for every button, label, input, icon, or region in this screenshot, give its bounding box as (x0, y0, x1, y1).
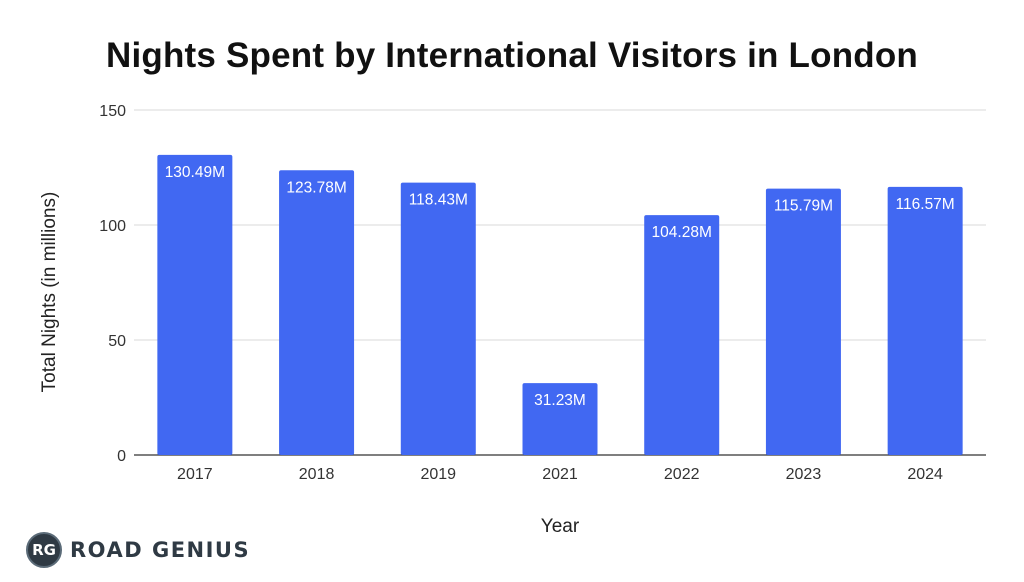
data-label: 123.78M (286, 179, 346, 196)
x-tick-label: 2023 (786, 466, 822, 483)
road-genius-logo: RG ROAD GENIUS (26, 530, 250, 570)
data-label: 130.49M (165, 164, 225, 181)
x-tick-label: 2019 (420, 466, 456, 483)
bar-2018 (279, 170, 355, 455)
data-label: 104.28M (652, 224, 712, 241)
bar-2021 (522, 383, 598, 455)
x-axis-title: Year (541, 516, 580, 537)
bar-2017 (157, 154, 233, 456)
bar-2022 (644, 215, 720, 455)
data-label: 31.23M (534, 392, 586, 409)
logo-text: ROAD GENIUS (70, 538, 251, 562)
y-tick-label: 50 (108, 333, 126, 350)
bar-2024 (887, 186, 963, 455)
y-tick-label: 100 (99, 218, 126, 235)
bar-2019 (400, 182, 476, 455)
y-tick-label: 0 (117, 448, 126, 465)
y-tick-label: 150 (99, 103, 126, 120)
chart-title: Nights Spent by International Visitors i… (105, 36, 919, 75)
data-label: 118.43M (409, 192, 468, 209)
x-tick-label: 2018 (299, 466, 335, 483)
data-labels: 130.49M 123.78M 118.43M 31.23M 104.28M 115.79… (165, 164, 955, 409)
bar-2023 (765, 188, 841, 456)
tick-labels: 0 50 100 150 2017 2018 2019 2021 2022 2023 2024 (99, 103, 943, 483)
x-tick-label: 2022 (664, 466, 700, 483)
y-axis-title: Total Nights (in millions) (39, 192, 60, 393)
x-tick-label: 2017 (177, 466, 213, 483)
data-label: 115.79M (774, 198, 833, 215)
x-tick-label: 2024 (907, 466, 943, 483)
x-tick-label: 2021 (542, 466, 578, 483)
logo-badge-icon: RG (26, 532, 62, 568)
bars (157, 154, 963, 456)
data-label: 116.57M (896, 196, 955, 213)
